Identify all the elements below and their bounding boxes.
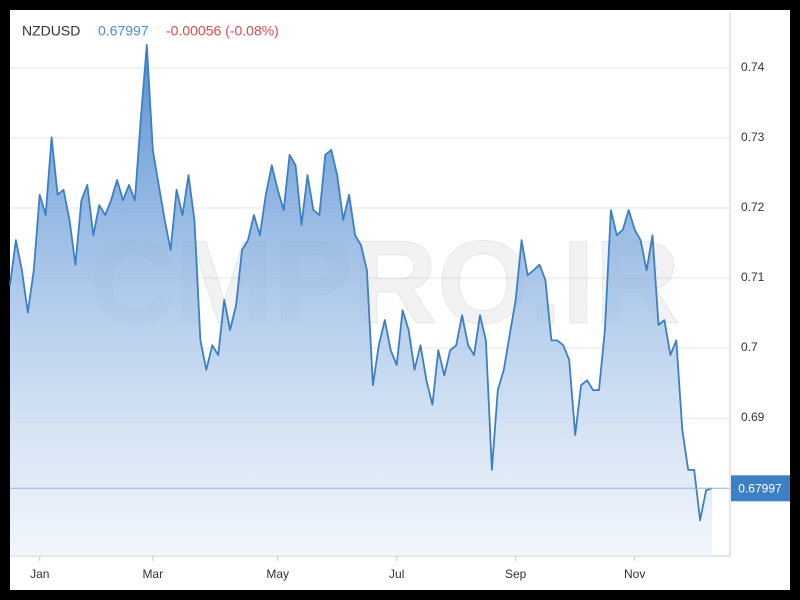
line	[9, 44, 713, 522]
price: 0.67997	[98, 23, 149, 39]
change: -0.00056 (-0.08%)	[166, 23, 279, 39]
area	[10, 44, 712, 557]
y-tick-label: 0.74	[741, 60, 765, 74]
y-tick-label: 0.72	[741, 200, 765, 214]
price-tag-label: 0.67997	[738, 481, 782, 495]
y-tick-label: 0.71	[741, 270, 765, 284]
y-tick-label: 0.73	[741, 130, 765, 144]
symbol: NZDUSD	[22, 23, 80, 39]
x-tick-label: Jul	[389, 567, 404, 581]
x-tick-label: Sep	[505, 567, 527, 581]
x-tick-label: Mar	[142, 567, 163, 581]
price-tag	[731, 475, 790, 502]
plot: 0.67997	[9, 44, 790, 557]
x-tick-label: May	[266, 567, 289, 581]
y-tick-label: 0.69	[741, 410, 765, 424]
x-tick-label: Nov	[624, 567, 645, 581]
y-tick-label: 0.7	[741, 340, 758, 354]
x-tick-label: Jan	[30, 567, 49, 581]
